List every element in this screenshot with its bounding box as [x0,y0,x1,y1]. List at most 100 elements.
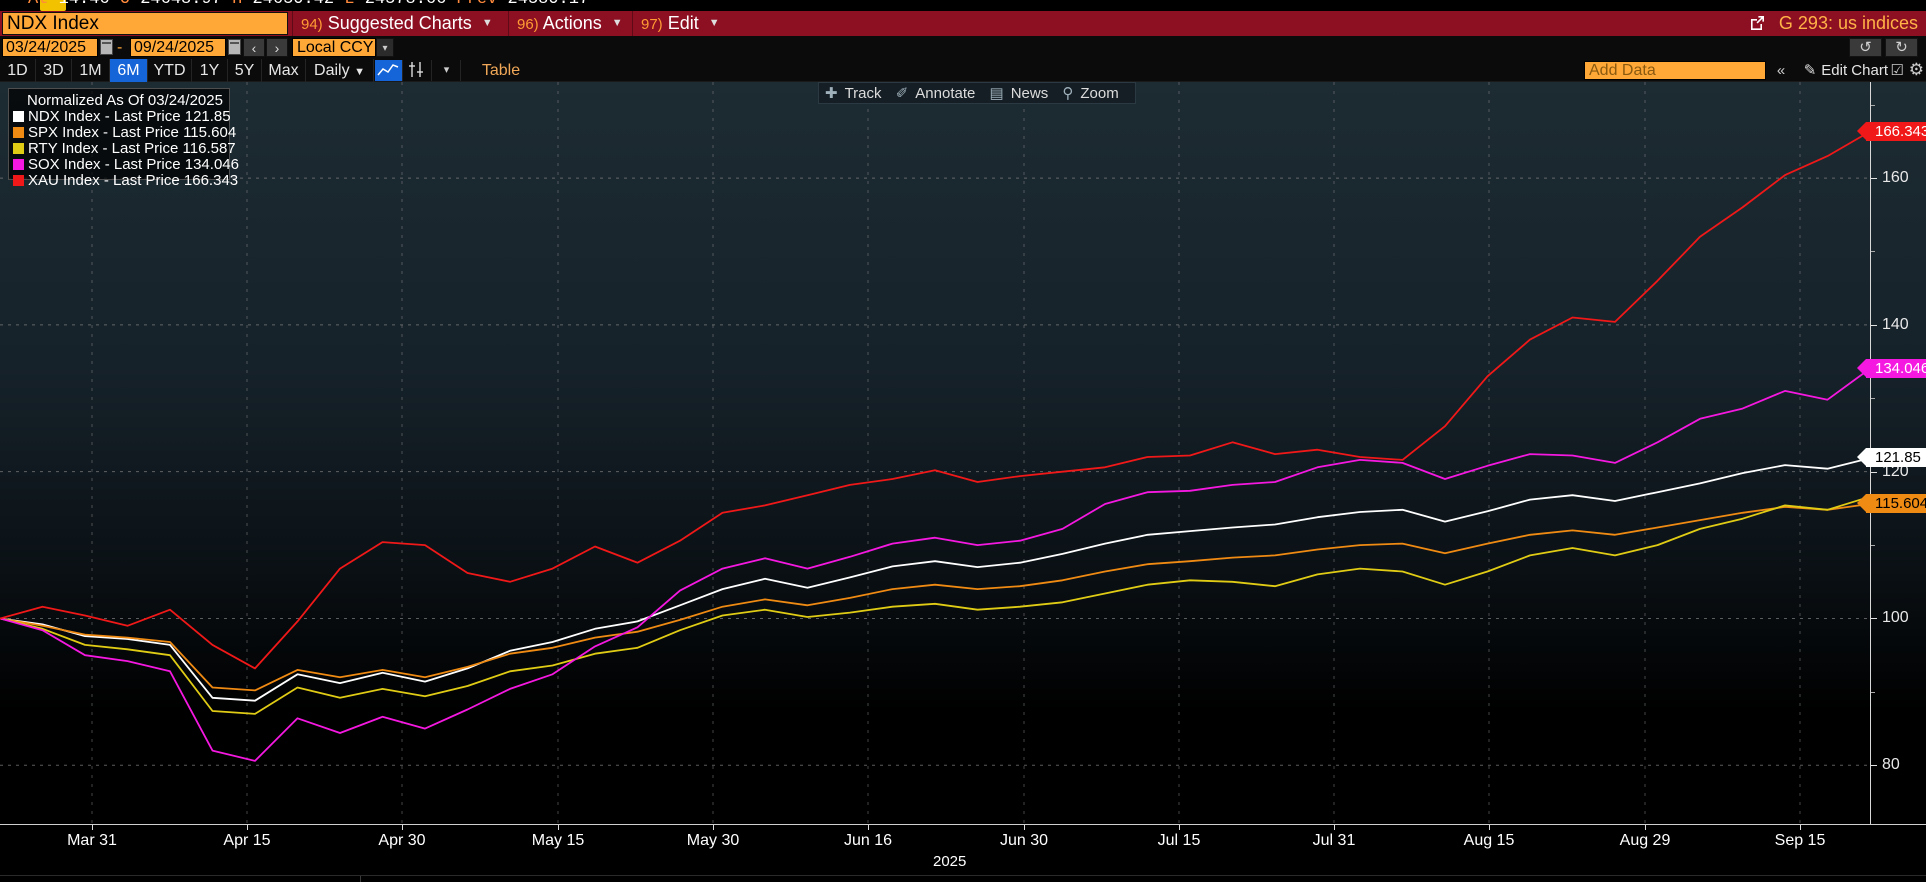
period-button-1y[interactable]: 1Y [192,59,228,82]
series-line-spx [0,503,1871,692]
calendar-icon-end[interactable] [228,39,241,55]
date-axis-tickmark [247,825,248,830]
suggested-charts-menu[interactable]: 94) Suggested Charts ▼ [292,11,501,36]
series-line-rty [0,495,1871,715]
line-chart-icon[interactable] [375,60,403,81]
prev-period-button[interactable]: ‹ [243,38,265,57]
redo-button[interactable]: ↻ [1885,38,1918,57]
high-value: 24650.42 [252,0,334,9]
calendar-icon-start[interactable] [100,39,113,55]
period-button-1d[interactable]: 1D [0,59,36,82]
price-tag-166-343[interactable]: 166.343 [1857,121,1926,141]
legend-item-ndx[interactable]: NDX Index - Last Price 121.85 [13,108,231,125]
chevron-down-icon[interactable]: ▾ [376,38,394,57]
legend-label-spx: SPX Index - Last Price [28,124,179,141]
date-axis-tick: May 30 [686,832,740,849]
track-button[interactable]: Track [844,85,882,102]
collapse-panel-icon[interactable]: « [1776,62,1786,79]
undo-button[interactable]: ↺ [1849,38,1882,57]
annotate-button[interactable]: Annotate [915,85,976,102]
suggested-charts-label: Suggested Charts [327,13,472,33]
quote-ticker-strip: At 14:46 O 24648.97 H 24650.42 L 24578.6… [0,0,1926,11]
price-axis[interactable]: 80 100 120 140 160 166.343 134.046 121.85 115.60… [1857,82,1926,824]
chart-legend[interactable]: Normalized As Of 03/24/2025 NDX Index - … [8,88,239,189]
period-button-3d[interactable]: 3D [36,59,72,82]
legend-label-ndx: NDX Index - Last Price [28,108,181,125]
chevron-down-icon: ▼ [354,66,365,78]
price-axis-tickmark [1870,765,1877,767]
actions-menu[interactable]: 96) Actions ▼ [508,11,631,36]
legend-swatch-rty [13,143,24,154]
zoom-button[interactable]: Zoom [1080,85,1119,102]
at-label: At [28,0,48,9]
axis-year-label: 2025 [933,853,967,870]
price-tag-115-604[interactable]: 115.604 [1857,493,1926,513]
export-icon[interactable] [1749,13,1766,38]
screen-id-label: G 293: us indices [1778,13,1918,33]
date-axis-tickmark [1179,825,1180,830]
table-button[interactable]: Table [481,62,521,79]
high-label: H [232,0,242,9]
date-axis-tick: Sep 15 [1774,832,1826,849]
end-date-input[interactable]: 09/24/2025 [130,38,226,57]
news-button[interactable]: News [1010,85,1049,102]
price-tag-134-046[interactable]: 134.046 [1857,358,1926,378]
legend-swatch-spx [13,127,24,138]
period-button-1m[interactable]: 1M [72,59,110,82]
currency-select[interactable]: Local CCY [292,38,376,57]
price-axis-minor-tick [1870,104,1875,106]
chevron-down-icon-more[interactable]: ▾ [433,60,461,81]
legend-item-spx[interactable]: SPX Index - Last Price 115.604 [13,124,236,141]
price-tag-pointer [1857,448,1866,467]
legend-value-rty: 116.587 [182,140,236,157]
series-line-ndx [0,457,1871,702]
legend-value-ndx: 121.85 [184,108,231,125]
chart-float-toolbar[interactable]: ✚ Track ✐ Annotate ▤ News ⚲ Zoom [818,82,1136,104]
edit-menu[interactable]: 97) Edit ▼ [632,11,728,36]
suggested-charts-number: 94) [301,16,323,33]
price-axis-tick-140: 140 [1882,315,1909,333]
start-date-input[interactable]: 03/24/2025 [2,38,98,57]
period-button-6m[interactable]: 6M [110,59,148,82]
legend-item-xau[interactable]: XAU Index - Last Price 166.343 [13,172,238,189]
annotate-icon: ✐ [895,85,909,102]
frequency-label: Daily [314,62,350,79]
price-axis-tick-80: 80 [1882,756,1900,774]
series-line-xau [0,130,1871,670]
period-toolbar: 1D 3D 1M 6M YTD 1Y 5Y Max Daily ▼ ▾ Tabl… [0,59,1926,82]
next-period-button[interactable]: › [266,38,288,57]
chart-gridlines [0,82,1870,824]
date-axis-tickmark [558,825,559,830]
track-icon: ✚ [825,85,838,102]
legend-label-xau: XAU Index - Last Price [28,172,180,189]
edit-number: 97) [641,16,663,33]
date-axis-tickmark [1334,825,1335,830]
price-tag-pointer [1857,493,1866,512]
chevron-down-icon: ▼ [708,17,720,29]
price-tag-121-85[interactable]: 121.85 [1857,448,1926,468]
note-icon[interactable]: ☑ [1890,62,1904,79]
price-axis-tickmark [1870,178,1877,180]
legend-value-xau: 166.343 [183,172,239,189]
date-axis-tick: Aug 15 [1463,832,1515,849]
frequency-select[interactable]: Daily ▼ [306,59,374,82]
edit-chart-button[interactable]: ✎ Edit Chart [1804,60,1888,81]
period-button-ytd[interactable]: YTD [148,59,192,82]
date-control-bar: 03/24/2025 - 09/24/2025 ‹ › Local CCY ▾ … [0,36,1926,59]
gear-icon[interactable]: ⚙ [1908,60,1924,79]
date-axis-tickmark [713,825,714,830]
chart-canvas[interactable]: ✚ Track ✐ Annotate ▤ News ⚲ Zoom Normalized … [0,82,1926,824]
legend-item-rty[interactable]: RTY Index - Last Price 116.587 [13,141,236,157]
date-axis-tick: Jul 31 [1312,832,1356,849]
screen-id-area[interactable]: G 293: us indices [1749,11,1918,36]
series-line-sox [0,367,1871,762]
chart-plot [0,82,1871,824]
period-button-max[interactable]: Max [262,59,306,82]
add-data-input[interactable]: Add Data [1584,61,1766,80]
period-button-5y[interactable]: 5Y [228,59,262,82]
ticker-input[interactable]: NDX Index [2,12,288,35]
legend-item-sox[interactable]: SOX Index - Last Price 134.046 [13,157,239,173]
zoom-icon: ⚲ [1062,85,1074,102]
date-range-separator: - [117,39,123,56]
bar-chart-icon[interactable] [404,60,432,81]
